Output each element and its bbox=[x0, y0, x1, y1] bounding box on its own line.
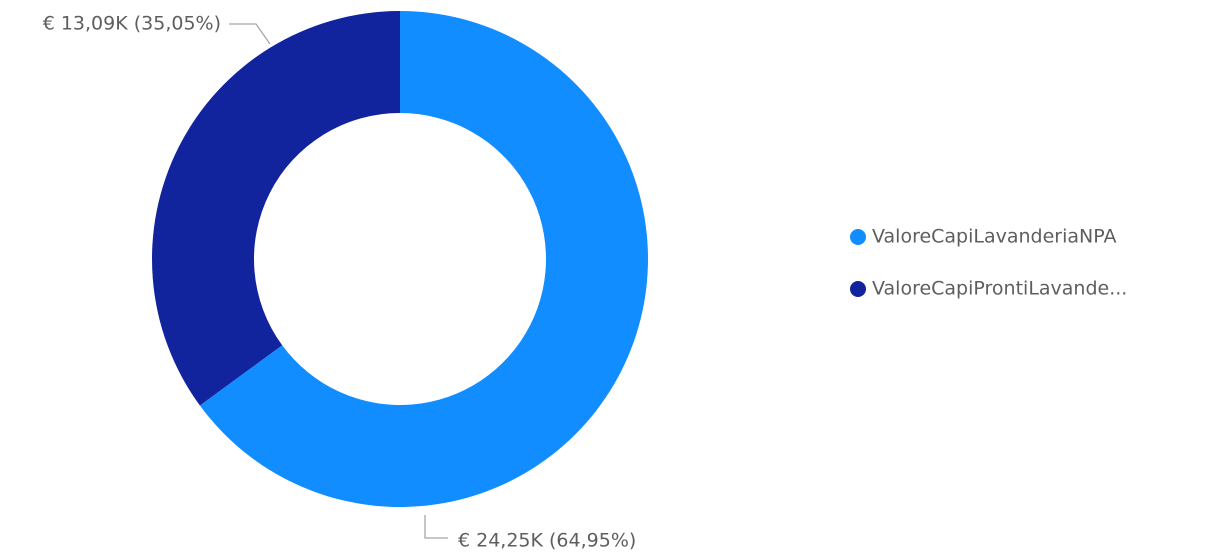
legend-label: ValoreCapiLavanderiaNPA bbox=[872, 226, 1117, 248]
leader-line bbox=[229, 23, 271, 45]
donut-slice bbox=[199, 11, 649, 507]
data-label: € 13,09K (35,05%) bbox=[43, 13, 221, 35]
legend-marker bbox=[850, 229, 866, 245]
donut-slice bbox=[151, 10, 400, 406]
data-label: € 24,25K (64,95%) bbox=[458, 530, 636, 552]
legend-marker bbox=[850, 281, 866, 297]
leader-line bbox=[424, 515, 448, 539]
legend-label: ValoreCapiProntiLavande... bbox=[872, 278, 1127, 300]
